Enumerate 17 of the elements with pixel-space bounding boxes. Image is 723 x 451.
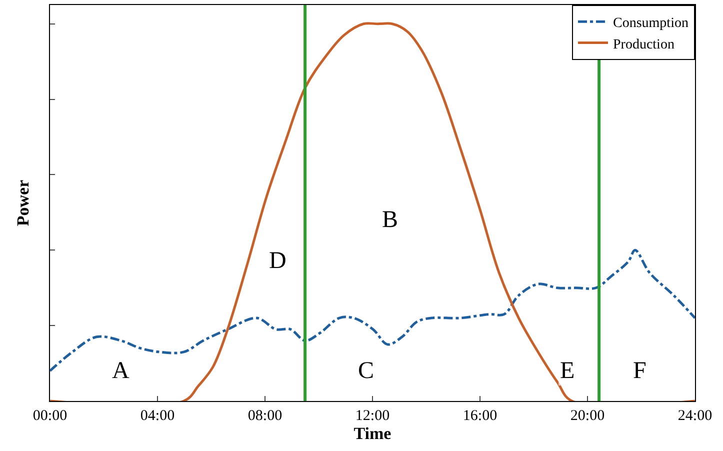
- annotation: A: [112, 358, 130, 384]
- x-tick-label: 12:00: [355, 408, 390, 424]
- x-tick-label: 20:00: [570, 408, 605, 424]
- annotation: F: [633, 358, 646, 384]
- annotation: D: [269, 248, 286, 274]
- legend-label: Consumption: [613, 16, 688, 32]
- x-tick-label: 08:00: [248, 408, 282, 424]
- annotation: B: [382, 207, 398, 233]
- x-tick-label: 24:00: [678, 408, 712, 424]
- y-axis-title: Power: [14, 179, 33, 226]
- x-tick-label: 16:00: [462, 408, 498, 424]
- legend-label: Production: [613, 37, 674, 52]
- x-tick-label: 00:00: [32, 408, 68, 424]
- x-axis-title: Time: [354, 424, 392, 443]
- annotation: C: [358, 358, 374, 384]
- annotation: E: [560, 358, 575, 384]
- x-tick-label: 04:00: [140, 408, 175, 424]
